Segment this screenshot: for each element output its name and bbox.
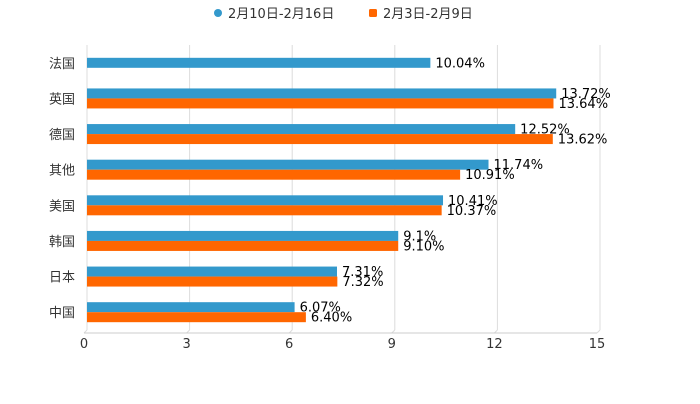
legend-marker [214,9,222,17]
bar-week-feb3-9[interactable] [87,98,554,109]
data-label: 10.91% [465,168,515,183]
bar-week-feb10-16[interactable] [87,230,399,241]
x-tick-label: 0 [80,337,88,352]
bar-week-feb10-16[interactable] [87,159,489,170]
category-label: 日本 [49,271,75,286]
bar-week-feb3-9[interactable] [87,276,338,287]
x-tick-label: 9 [388,337,396,352]
data-label: 7.31% [342,265,383,280]
bar-week-feb3-9[interactable] [87,169,461,180]
data-label: 10.37% [447,204,497,219]
data-label: 12.52% [520,123,570,138]
bar-week-feb3-9[interactable] [87,312,306,323]
x-tick-label: 6 [285,337,293,352]
x-axis: 0 3 6 9 12 15 [80,332,606,352]
category-label: 德国 [49,128,75,143]
bar-week-feb10-16[interactable] [87,302,295,313]
legend-item-1[interactable]: 2月10日-2月16日 [214,7,334,22]
data-label: 11.74% [494,158,544,173]
x-tick-label: 3 [182,337,190,352]
category-label: 英国 [49,92,75,107]
x-tick-label: 12 [486,337,503,352]
data-label: 6.07% [300,301,341,316]
bar-week-feb3-9[interactable] [87,134,553,145]
x-tick-label: 15 [589,337,606,352]
legend-label: 2月3日-2月9日 [383,7,473,22]
bar-week-feb3-9[interactable] [87,240,399,251]
grid-floor-line [596,329,601,334]
bar-week-feb10-16[interactable] [87,195,444,206]
data-label: 10.04% [435,56,485,71]
legend-item-2[interactable]: 2月3日-2月9日 [369,7,473,22]
data-label: 9.1% [403,229,436,244]
bar-week-feb3-9[interactable] [87,205,442,216]
data-label: 13.72% [561,87,611,102]
data-label: 6.40% [311,311,352,326]
data-label: 13.62% [558,133,608,148]
category-label: 其他 [49,164,75,179]
category-label: 法国 [49,57,75,72]
data-label: 13.64% [558,97,608,112]
category-label: 中国 [49,306,75,321]
legend: 2月10日-2月16日 2月3日-2月9日 [214,7,473,22]
legend-marker [369,9,377,17]
data-label: 9.10% [403,239,444,254]
data-label: 10.41% [448,194,498,209]
legend-label: 2月10日-2月16日 [228,7,334,22]
bar-week-feb10-16[interactable] [87,266,338,277]
data-labels: 10.04% 13.72%13.64% 12.52%13.62% 11.74%10.9… [300,56,611,325]
bar-series [87,57,557,323]
bar-week-feb10-16[interactable] [87,57,431,68]
bar-week-feb10-16[interactable] [87,88,557,99]
category-label: 美国 [49,199,75,214]
bar-week-feb10-16[interactable] [87,124,516,135]
category-label: 韩国 [49,235,75,250]
data-label: 7.32% [342,275,383,290]
